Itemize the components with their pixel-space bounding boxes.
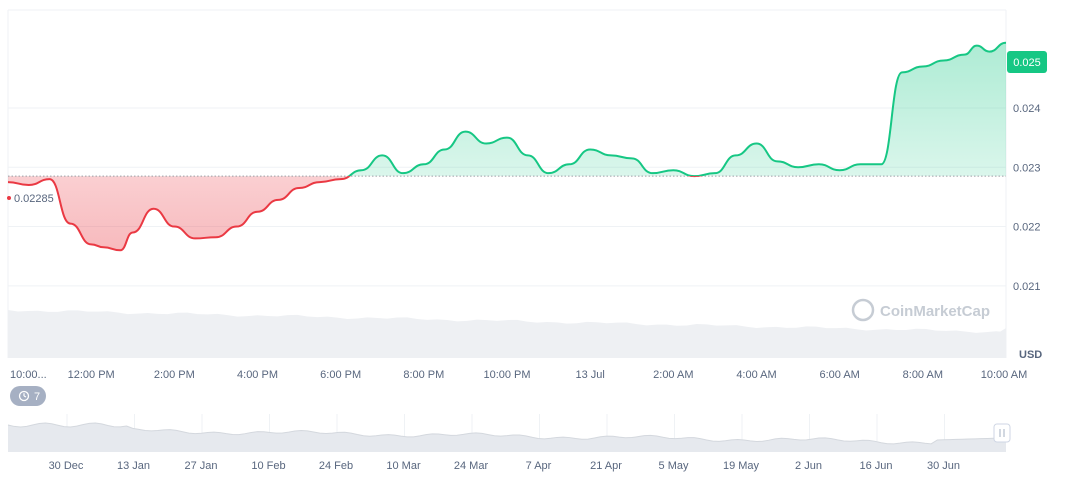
history-icon xyxy=(18,390,30,402)
navigator-x-label: 27 Jan xyxy=(184,460,217,472)
y-tick-label: 0.022 xyxy=(1013,222,1041,234)
range-badge-label: 7 xyxy=(34,391,40,403)
range-badge[interactable]: 7 xyxy=(10,386,46,406)
navigator-x-label: 10 Mar xyxy=(386,460,421,472)
x-tick-label: 6:00 PM xyxy=(320,369,361,381)
navigator-area xyxy=(8,423,1006,452)
navigator-x-label: 21 Apr xyxy=(590,460,622,472)
coinmarketcap-logo-icon xyxy=(851,298,875,322)
navigator-x-label: 30 Dec xyxy=(49,460,84,472)
navigator-x-label: 19 May xyxy=(723,460,760,472)
x-tick-label: 10:00 AM xyxy=(981,369,1027,381)
current-price-badge xyxy=(1007,51,1047,73)
navigator-x-axis: 30 Dec 13 Jan 27 Jan 10 Feb 24 Feb 10 Mar 24 M… xyxy=(49,460,960,472)
navigator-x-label: 10 Feb xyxy=(251,460,285,472)
navigator-x-label: 16 Jun xyxy=(859,460,892,472)
navigator-line xyxy=(7,422,1007,445)
navigator-handle-bg[interactable] xyxy=(993,423,1011,443)
y-tick-label: 0.023 xyxy=(1013,162,1041,174)
reference-price-label: 0.02285 xyxy=(14,193,54,205)
coinmarketcap-text: CoinMarketCap xyxy=(880,303,990,320)
navigator-x-label: 13 Jan xyxy=(117,460,150,472)
x-tick-label: 10:00... xyxy=(10,369,47,381)
navigator-handle[interactable] xyxy=(993,423,1011,443)
navigator-x-label: 24 Mar xyxy=(454,460,489,472)
x-tick-label: 6:00 AM xyxy=(819,369,859,381)
y-tick-label: 0.024 xyxy=(1013,103,1041,115)
area-above-reference xyxy=(8,42,1006,177)
x-tick-label: 13 Jul xyxy=(575,369,604,381)
x-tick-label: 2:00 PM xyxy=(154,369,195,381)
price-line-below xyxy=(7,176,703,252)
volume-area xyxy=(8,310,1006,358)
current-price-label: 0.025 xyxy=(1013,57,1041,69)
area-below-reference xyxy=(8,176,350,251)
navigator-x-label: 30 Jun xyxy=(927,460,960,472)
x-tick-label: 8:00 AM xyxy=(903,369,943,381)
navigator-x-label: 2 Jun xyxy=(795,460,822,472)
x-tick-label: 8:00 PM xyxy=(403,369,444,381)
x-tick-label: 12:00 PM xyxy=(68,369,115,381)
reference-price-marker xyxy=(7,196,11,200)
coinmarketcap-watermark: CoinMarketCap xyxy=(851,298,990,322)
x-tick-label: 4:00 AM xyxy=(736,369,776,381)
navigator[interactable]: 30 Dec 13 Jan 27 Jan 10 Feb 24 Feb 10 Mar 24 M… xyxy=(7,414,1011,472)
y-axis: 0.024 0.023 0.022 0.021 xyxy=(1013,103,1041,293)
navigator-x-label: 7 Apr xyxy=(526,460,552,472)
navigator-x-label: 24 Feb xyxy=(319,460,353,472)
currency-label: USD xyxy=(1019,349,1042,361)
x-tick-label: 2:00 AM xyxy=(653,369,693,381)
x-tick-label: 4:00 PM xyxy=(237,369,278,381)
x-axis: 10:00... 12:00 PM 2:00 PM 4:00 PM 6:00 PM 8:0… xyxy=(10,369,1027,381)
y-tick-label: 0.021 xyxy=(1013,281,1041,293)
navigator-x-label: 5 May xyxy=(659,460,689,472)
x-tick-label: 10:00 PM xyxy=(483,369,530,381)
price-line-above xyxy=(347,41,1007,177)
